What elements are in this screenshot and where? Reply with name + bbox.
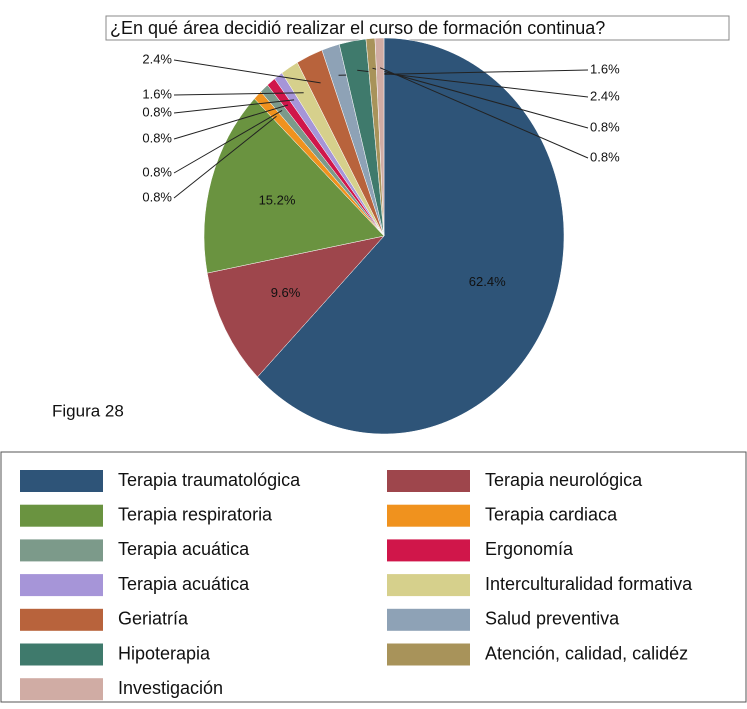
legend-label: Geriatría bbox=[118, 609, 189, 629]
legend-swatch bbox=[20, 608, 103, 631]
leader-line bbox=[173, 92, 304, 96]
legend-swatch bbox=[387, 470, 470, 492]
leader-line bbox=[379, 67, 589, 159]
legend-label: Hipoterapia bbox=[118, 643, 211, 663]
leader-line bbox=[372, 67, 589, 129]
data-label: 9.6% bbox=[271, 285, 301, 300]
legend-label: Terapia respiratoria bbox=[118, 504, 273, 524]
data-label: 15.2% bbox=[259, 192, 296, 207]
legend-swatch bbox=[20, 678, 103, 701]
data-label: 0.8% bbox=[590, 119, 620, 134]
legend-label: Terapia traumatológica bbox=[118, 470, 301, 490]
legend-swatch bbox=[20, 574, 103, 597]
leader-line bbox=[173, 59, 321, 84]
legend-label: Terapia acuática bbox=[118, 574, 250, 594]
data-label: 2.4% bbox=[142, 51, 172, 66]
data-label: 0.8% bbox=[142, 130, 172, 145]
pie-slice bbox=[374, 37, 385, 237]
legend-label: Terapia acuática bbox=[118, 539, 250, 559]
legend-label: Investigación bbox=[118, 678, 223, 698]
data-label: 1.6% bbox=[590, 61, 620, 76]
legend-box bbox=[0, 451, 747, 703]
legend-swatch bbox=[387, 539, 470, 562]
pie-slice bbox=[257, 37, 565, 435]
leader-line bbox=[173, 110, 283, 174]
leader-line bbox=[173, 104, 289, 140]
data-label: 0.8% bbox=[142, 164, 172, 179]
legend-swatch bbox=[20, 643, 103, 666]
data-label: 0.8% bbox=[590, 149, 620, 164]
data-label: 2.4% bbox=[590, 88, 620, 103]
leader-line bbox=[173, 115, 277, 199]
legend-swatch bbox=[20, 504, 103, 527]
title-box bbox=[105, 15, 730, 41]
legend-label: Salud preventiva bbox=[485, 609, 620, 629]
pie-slice bbox=[203, 98, 385, 274]
legend-swatch bbox=[20, 539, 103, 562]
legend-swatch bbox=[20, 470, 103, 492]
data-label: 0.8% bbox=[142, 104, 172, 119]
legend-swatch bbox=[387, 504, 470, 527]
pie-slice bbox=[206, 235, 385, 378]
legend-label: Interculturalidad formativa bbox=[485, 574, 693, 594]
legend-label: Terapia neurológica bbox=[485, 470, 643, 490]
legend-label: Terapia cardiaca bbox=[485, 504, 618, 524]
data-label: 62.4% bbox=[469, 274, 506, 289]
legend-label: Atención, calidad, calidéz bbox=[485, 643, 688, 663]
data-label: 0.8% bbox=[142, 189, 172, 204]
chart-title: ¿En qué área decidió realizar el curso d… bbox=[110, 18, 605, 38]
legend-swatch bbox=[387, 574, 470, 597]
data-label: 1.6% bbox=[142, 86, 172, 101]
legend-label: Ergonomía bbox=[485, 539, 574, 559]
leader-line bbox=[173, 99, 295, 114]
annotation: Figura 28 bbox=[52, 401, 124, 420]
legend-swatch bbox=[387, 643, 470, 666]
legend-swatch bbox=[387, 608, 470, 631]
